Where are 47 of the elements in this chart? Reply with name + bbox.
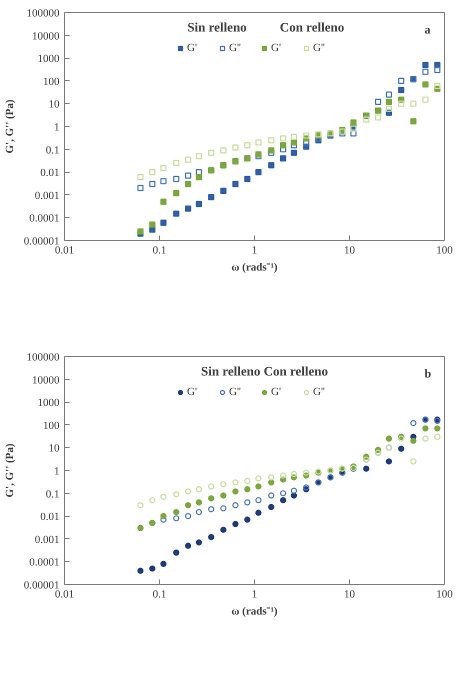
x-axis-title: ω (rads⁻¹) [231, 606, 278, 618]
y-tick-label: 10000 [32, 30, 60, 42]
annotation: Sin relleno Con relleno [201, 364, 328, 378]
x-tick-label: 1 [252, 588, 258, 600]
y-tick-label: 1000 [38, 53, 60, 66]
legend-label: G' [187, 42, 198, 54]
x-tick-label: 10 [344, 588, 356, 600]
y-tick-label: 0.00001 [24, 236, 60, 248]
legend-label: G' [187, 386, 198, 398]
y-tick-label: 0.01 [40, 167, 60, 180]
x-tick-label: 0.1 [152, 244, 166, 256]
y-tick-label: 1000 [38, 397, 60, 410]
legend-label: G'' [229, 386, 242, 398]
y-axis-title: G', G'' (Pa) [4, 99, 16, 154]
y-tick-label: 0.001 [34, 190, 60, 202]
y-tick-label: 0.00001 [24, 580, 60, 592]
y-tick-label: 0.1 [46, 488, 60, 500]
legend-label: G' [271, 386, 282, 398]
x-tick-label: 100 [436, 588, 454, 600]
y-tick-label: 10 [48, 98, 60, 111]
text: b [424, 366, 432, 380]
y-tick-label: 0.0001 [29, 556, 60, 569]
y-tick-label: 10 [48, 442, 60, 455]
legend-label: G'' [313, 386, 326, 398]
y-axis-title: G', G'' (Pa) [4, 443, 16, 498]
y-tick-label: 0.0001 [29, 212, 60, 225]
y-tick-label: 10000 [32, 374, 60, 386]
y-tick-label: 100 [43, 420, 60, 432]
x-tick-label: 0.1 [152, 588, 166, 600]
y-tick-label: 0.1 [46, 144, 60, 156]
legend-label: G'' [313, 42, 326, 54]
x-tick-label: 100 [436, 244, 454, 256]
y-tick-label: 0.01 [40, 511, 60, 524]
y-tick-label: 1 [54, 122, 60, 134]
x-tick-label: 10 [344, 244, 356, 256]
x-tick-label: 1 [252, 244, 258, 256]
y-tick-label: 1 [54, 466, 60, 478]
y-tick-label: 100 [43, 76, 60, 88]
annotation: Sin relleno [187, 20, 247, 34]
y-tick-label: 100000 [26, 8, 60, 20]
y-tick-label: 100000 [26, 352, 60, 364]
legend-label: G'' [229, 42, 242, 54]
text: a [424, 22, 430, 36]
annotation: Con relleno [280, 20, 344, 34]
y-tick-label: 0.001 [34, 534, 60, 546]
legend-label: G' [271, 42, 282, 54]
x-axis-title: ω (rads⁻¹) [231, 262, 278, 274]
